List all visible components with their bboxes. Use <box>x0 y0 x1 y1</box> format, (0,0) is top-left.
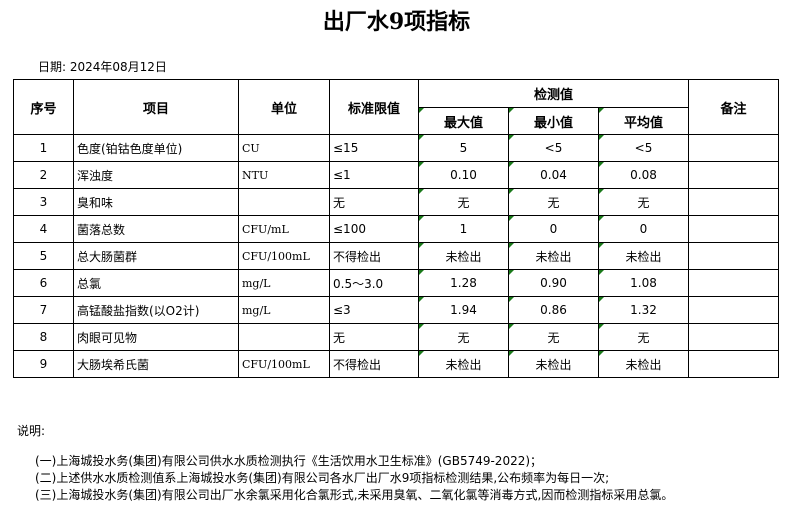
cell-unit: CFU/mL <box>238 215 330 243</box>
notes-label: 说明: <box>17 424 46 438</box>
cell-remark <box>688 161 779 189</box>
cell-limit: 0.5～3.0 <box>329 269 419 297</box>
cell-remark <box>688 188 779 216</box>
cell-no: 8 <box>13 323 74 351</box>
cell-max: 1.28 <box>418 269 509 297</box>
cell-min: 无 <box>508 323 599 351</box>
note-2: (二)上述供水水质检测值系上海城投水务(集团)有限公司各水厂出厂水9项指标检测结… <box>35 471 610 485</box>
note-1: (一)上海城投水务(集团)有限公司供水水质检测执行《生活饮用水卫生标准》(GB5… <box>35 454 543 468</box>
cell-max: 5 <box>418 134 509 162</box>
cell-item: 总氯 <box>73 269 239 297</box>
cell-item: 浑浊度 <box>73 161 239 189</box>
cell-item: 大肠埃希氏菌 <box>73 350 239 378</box>
cell-item: 臭和味 <box>73 188 239 216</box>
cell-avg: <5 <box>598 134 689 162</box>
cell-min: 0 <box>508 215 599 243</box>
table-row: 9 大肠埃希氏菌 CFU/100mL 不得检出 未检出 未检出 未检出 <box>13 350 779 378</box>
cell-limit: 无 <box>329 188 419 216</box>
cell-avg: 未检出 <box>598 242 689 270</box>
cell-unit: CFU/100mL <box>238 242 330 270</box>
header-no: 序号 <box>13 79 74 135</box>
cell-avg: 未检出 <box>598 350 689 378</box>
cell-no: 6 <box>13 269 74 297</box>
cell-no: 4 <box>13 215 74 243</box>
cell-limit: ≤3 <box>329 296 419 324</box>
cell-limit: 无 <box>329 323 419 351</box>
cell-remark <box>688 242 779 270</box>
note-3: (三)上海城投水务(集团)有限公司出厂水余氯采用化合氯形式,未采用臭氧、二氧化氯… <box>35 488 674 502</box>
cell-remark <box>688 269 779 297</box>
table-row: 7 高锰酸盐指数(以O2计) mg/L ≤3 1.94 0.86 1.32 <box>13 296 779 324</box>
cell-remark <box>688 296 779 324</box>
cell-min: <5 <box>508 134 599 162</box>
cell-item: 色度(铂钴色度单位) <box>73 134 239 162</box>
cell-max: 0.10 <box>418 161 509 189</box>
header-avg: 平均值 <box>598 107 689 135</box>
cell-no: 2 <box>13 161 74 189</box>
table-row: 8 肉眼可见物无无无无 <box>13 323 779 351</box>
cell-unit <box>238 188 330 216</box>
table-row: 4 菌落总数 CFU/mL ≤100 1 0 0 <box>13 215 779 243</box>
header-unit: 单位 <box>238 79 330 135</box>
cell-limit: 不得检出 <box>329 350 419 378</box>
cell-avg: 1.32 <box>598 296 689 324</box>
header-min: 最小值 <box>508 107 599 135</box>
cell-item: 菌落总数 <box>73 215 239 243</box>
cell-no: 5 <box>13 242 74 270</box>
cell-min: 未检出 <box>508 242 599 270</box>
table-row: 6 总氯 mg/L 0.5～3.0 1.28 0.90 1.08 <box>13 269 779 297</box>
cell-remark <box>688 134 779 162</box>
cell-avg: 1.08 <box>598 269 689 297</box>
cell-min: 0.90 <box>508 269 599 297</box>
cell-no: 1 <box>13 134 74 162</box>
cell-max: 1 <box>418 215 509 243</box>
cell-item: 肉眼可见物 <box>73 323 239 351</box>
cell-no: 7 <box>13 296 74 324</box>
cell-unit: CFU/100mL <box>238 350 330 378</box>
header-limit: 标准限值 <box>329 79 419 135</box>
cell-limit: 不得检出 <box>329 242 419 270</box>
cell-item: 总大肠菌群 <box>73 242 239 270</box>
table-row: 5 总大肠菌群 CFU/100mL 不得检出 未检出 未检出 未检出 <box>13 242 779 270</box>
cell-unit: mg/L <box>238 296 330 324</box>
cell-min: 未检出 <box>508 350 599 378</box>
cell-min: 0.86 <box>508 296 599 324</box>
cell-unit <box>238 323 330 351</box>
cell-limit: ≤1 <box>329 161 419 189</box>
cell-max: 未检出 <box>418 350 509 378</box>
cell-avg: 无 <box>598 188 689 216</box>
cell-min: 0.04 <box>508 161 599 189</box>
cell-avg: 无 <box>598 323 689 351</box>
cell-remark <box>688 323 779 351</box>
cell-unit: mg/L <box>238 269 330 297</box>
cell-avg: 0.08 <box>598 161 689 189</box>
cell-max: 无 <box>418 188 509 216</box>
header-remark: 备注 <box>688 79 779 135</box>
table-row: 2 浑浊度 NTU ≤1 0.10 0.04 0.08 <box>13 161 779 189</box>
cell-limit: ≤15 <box>329 134 419 162</box>
cell-limit: ≤100 <box>329 215 419 243</box>
cell-no: 9 <box>13 350 74 378</box>
cell-unit: CU <box>238 134 330 162</box>
table-row: 1 色度(铂钴色度单位) CU ≤15 5 <5 <5 <box>13 134 779 162</box>
table-row: 3 臭和味无无无无 <box>13 188 779 216</box>
header-item: 项目 <box>73 79 239 135</box>
cell-item: 高锰酸盐指数(以O2计) <box>73 296 239 324</box>
cell-remark <box>688 350 779 378</box>
cell-min: 无 <box>508 188 599 216</box>
cell-avg: 0 <box>598 215 689 243</box>
cell-no: 3 <box>13 188 74 216</box>
header-max: 最大值 <box>418 107 509 135</box>
cell-max: 无 <box>418 323 509 351</box>
report-date: 日期: 2024年08月12日 <box>38 60 167 74</box>
page-title: 出厂水9项指标 <box>322 9 471 35</box>
cell-unit: NTU <box>238 161 330 189</box>
water-quality-table: 序号 项目 单位 标准限值 检测值 备注 最大值 最小值 平均值 1 色度(铂钴色… <box>13 79 779 378</box>
cell-remark <box>688 215 779 243</box>
cell-max: 未检出 <box>418 242 509 270</box>
cell-max: 1.94 <box>418 296 509 324</box>
header-measured: 检测值 <box>418 79 689 108</box>
